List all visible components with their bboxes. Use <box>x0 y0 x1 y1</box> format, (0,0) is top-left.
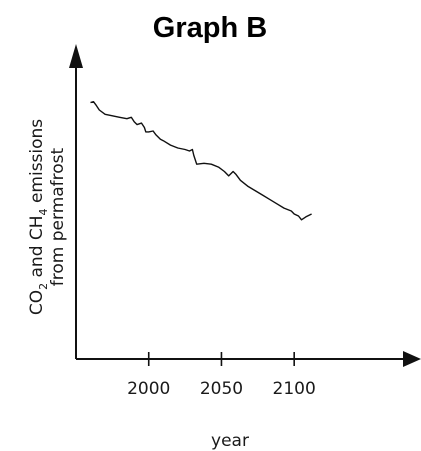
x-axis <box>76 351 421 367</box>
y-label-emissions: emissions <box>27 119 47 209</box>
x-axis-label: year <box>211 431 249 451</box>
y-axis-label: CO2 and CH4 emissions from permafrost <box>27 119 68 315</box>
x-tick-label-2050: 2050 <box>200 379 243 399</box>
y-axis-label-line2: from permafrost <box>48 147 68 286</box>
y-label-subscript-4: 4 <box>37 208 50 215</box>
x-ticks: 2000 2050 2100 <box>127 352 316 399</box>
x-tick-label-2100: 2100 <box>273 379 316 399</box>
y-axis-label-line1: CO2 and CH4 emissions <box>27 119 50 315</box>
y-label-and-ch: and CH <box>27 215 47 282</box>
chart-title: Graph B <box>153 12 267 44</box>
x-tick-label-2000: 2000 <box>127 379 170 399</box>
y-label-co: CO <box>27 290 47 315</box>
x-axis-arrowhead <box>403 351 421 367</box>
y-axis <box>69 44 83 359</box>
y-label-subscript-2: 2 <box>37 283 50 290</box>
series-line-emissions <box>90 101 312 221</box>
y-axis-arrowhead <box>69 44 83 68</box>
